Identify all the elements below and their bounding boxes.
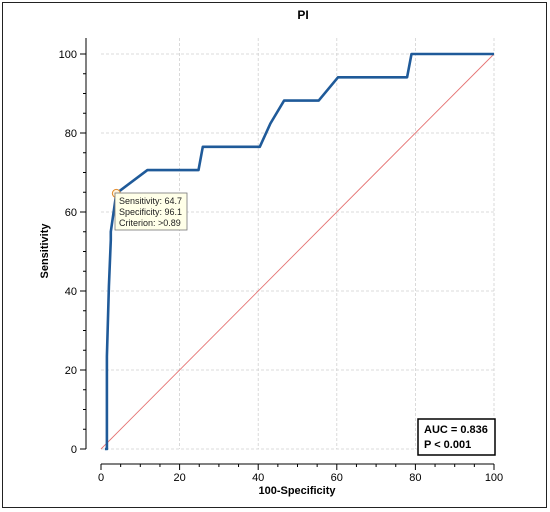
p-value: P < 0.001: [424, 439, 471, 451]
x-tick-label: 40: [252, 472, 264, 484]
tick-label-layer: 0 20 40 60 80 100 0 20 40 60 80 100: [59, 49, 504, 484]
x-tick-label: 20: [173, 472, 185, 484]
tooltip-sensitivity: Sensitivity: 64.7: [119, 196, 182, 206]
roc-curve-line: [104, 52, 494, 451]
tooltip-criterion: Criterion: >0.89: [119, 218, 181, 228]
chart-title: PI: [297, 8, 308, 22]
auc-annotation: AUC = 0.836 P < 0.001: [417, 418, 496, 456]
x-tick-label: 0: [98, 472, 104, 484]
y-tick-label: 80: [65, 128, 77, 140]
y-tick-label: 20: [65, 365, 77, 377]
x-tick-label: 100: [485, 472, 503, 484]
y-tick-label: 40: [65, 286, 77, 298]
y-tick-label: 60: [65, 207, 77, 219]
y-tick-label: 100: [59, 49, 77, 61]
auc-value: AUC = 0.836: [424, 424, 488, 436]
tooltip-specificity: Specificity: 96.1: [119, 207, 182, 217]
criterion-tooltip: Sensitivity: 64.7 Specificity: 96.1 Crit…: [114, 192, 188, 231]
x-tick-label: 80: [409, 472, 421, 484]
axis-layer: [80, 38, 495, 470]
x-axis-label: 100-Specificity: [258, 485, 336, 497]
y-axis-label: Sensitivity: [39, 223, 51, 279]
reference-line-layer: [100, 53, 495, 450]
tooltip-box: [114, 192, 188, 231]
reference-diagonal-line: [100, 53, 495, 450]
auc-box: [417, 418, 496, 456]
x-tick-label: 60: [331, 472, 343, 484]
y-tick-label: 0: [71, 444, 77, 456]
